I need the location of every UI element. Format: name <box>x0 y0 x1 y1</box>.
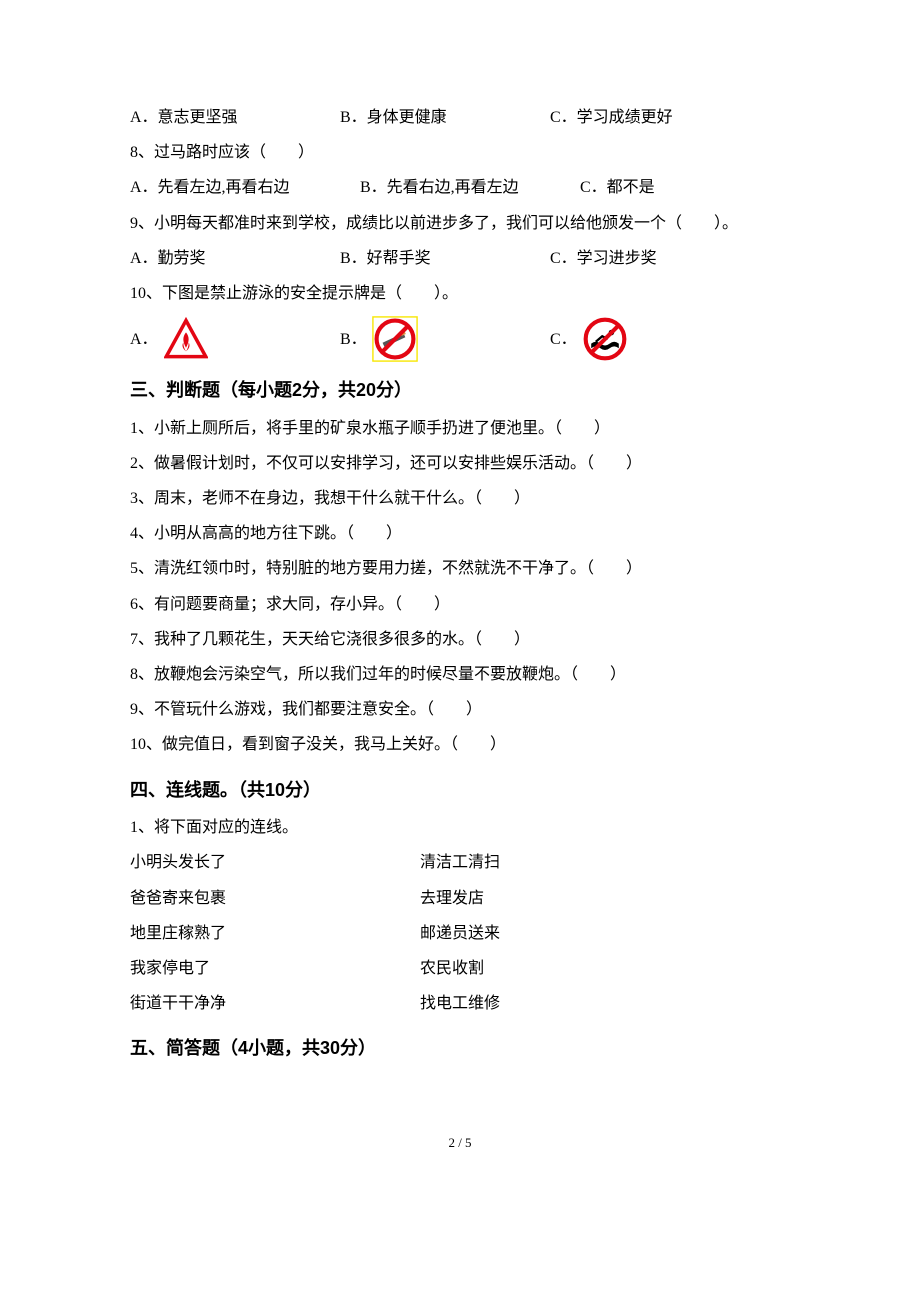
matching-row: 小明头发长了清洁工清扫 <box>130 845 790 880</box>
fire-warning-triangle-icon <box>162 315 210 363</box>
judgment-item: 9、不管玩什么游戏，我们都要注意安全。（ ） <box>130 692 790 727</box>
section4-heading: 四、连线题。（共10分） <box>130 771 790 811</box>
matching-left-item: 爸爸寄来包裹 <box>130 881 420 916</box>
judgment-item: 7、我种了几颗花生，天天给它浇很多很多的水。（ ） <box>130 622 790 657</box>
q7-option-c: C．学习成绩更好 <box>550 100 673 135</box>
q10-option-a-label: A． <box>130 322 158 357</box>
q10-options-row: A． B． C． <box>130 315 790 363</box>
section3-heading: 三、判断题（每小题2分，共20分） <box>130 371 790 411</box>
judgment-item: 8、放鞭炮会污染空气，所以我们过年的时候尽量不要放鞭炮。（ ） <box>130 657 790 692</box>
judgment-item: 2、做暑假计划时，不仅可以安排学习，还可以安排些娱乐活动。（ ） <box>130 446 790 481</box>
matching-left-item: 地里庄稼熟了 <box>130 916 420 951</box>
no-swimming-icon <box>581 315 629 363</box>
judgment-item: 10、做完值日，看到窗子没关，我马上关好。（ ） <box>130 727 790 762</box>
q8-options-row: A．先看左边,再看右边 B．先看右边,再看左边 C．都不是 <box>130 170 790 205</box>
q9-option-a: A．勤劳奖 <box>130 241 340 276</box>
judgment-item: 6、有问题要商量；求大同，存小异。（ ） <box>130 587 790 622</box>
q8-stem: 8、过马路时应该（ ） <box>130 135 790 170</box>
no-smoking-icon <box>371 315 419 363</box>
matching-right-item: 找电工维修 <box>420 986 500 1021</box>
matching-right-item: 清洁工清扫 <box>420 845 500 880</box>
q8-option-b: B．先看右边,再看左边 <box>360 170 580 205</box>
matching-left-item: 我家停电了 <box>130 951 420 986</box>
q7-option-a: A．意志更坚强 <box>130 100 340 135</box>
matching-right-item: 农民收割 <box>420 951 484 986</box>
matching-row: 我家停电了农民收割 <box>130 951 790 986</box>
q9-option-b: B．好帮手奖 <box>340 241 550 276</box>
section3-items-container: 1、小新上厕所后，将手里的矿泉水瓶子顺手扔进了便池里。（ ）2、做暑假计划时，不… <box>130 411 790 763</box>
judgment-item: 1、小新上厕所后，将手里的矿泉水瓶子顺手扔进了便池里。（ ） <box>130 411 790 446</box>
q10-option-a-cell: A． <box>130 315 340 363</box>
matching-right-item: 去理发店 <box>420 881 484 916</box>
q10-option-c-label: C． <box>550 322 577 357</box>
judgment-item: 3、周末，老师不在身边，我想干什么就干什么。（ ） <box>130 481 790 516</box>
q9-stem: 9、小明每天都准时来到学校，成绩比以前进步多了，我们可以给他颁发一个（ ）。 <box>130 206 790 241</box>
matching-row: 街道干干净净找电工维修 <box>130 986 790 1021</box>
q8-option-c: C．都不是 <box>580 170 655 205</box>
q7-options-row: A．意志更坚强 B．身体更健康 C．学习成绩更好 <box>130 100 790 135</box>
q8-option-a: A．先看左边,再看右边 <box>130 170 360 205</box>
q10-option-b-label: B． <box>340 322 367 357</box>
matching-row: 爸爸寄来包裹去理发店 <box>130 881 790 916</box>
matching-row: 地里庄稼熟了邮递员送来 <box>130 916 790 951</box>
section4-pairs-container: 小明头发长了清洁工清扫爸爸寄来包裹去理发店地里庄稼熟了邮递员送来我家停电了农民收… <box>130 845 790 1021</box>
matching-left-item: 街道干干净净 <box>130 986 420 1021</box>
q7-option-b: B．身体更健康 <box>340 100 550 135</box>
section5-heading: 五、简答题（4小题，共30分） <box>130 1029 790 1069</box>
judgment-item: 4、小明从高高的地方往下跳。（ ） <box>130 516 790 551</box>
q9-option-c: C．学习进步奖 <box>550 241 657 276</box>
q9-options-row: A．勤劳奖 B．好帮手奖 C．学习进步奖 <box>130 241 790 276</box>
judgment-item: 5、清洗红领巾时，特别脏的地方要用力搓，不然就洗不干净了。（ ） <box>130 551 790 586</box>
q10-option-c-cell: C． <box>550 315 760 363</box>
section4-intro: 1、将下面对应的连线。 <box>130 810 790 845</box>
q10-option-b-cell: B． <box>340 315 550 363</box>
matching-right-item: 邮递员送来 <box>420 916 500 951</box>
matching-left-item: 小明头发长了 <box>130 845 420 880</box>
q10-stem: 10、下图是禁止游泳的安全提示牌是（ ）。 <box>130 276 790 311</box>
page-number: 2 / 5 <box>130 1129 790 1158</box>
